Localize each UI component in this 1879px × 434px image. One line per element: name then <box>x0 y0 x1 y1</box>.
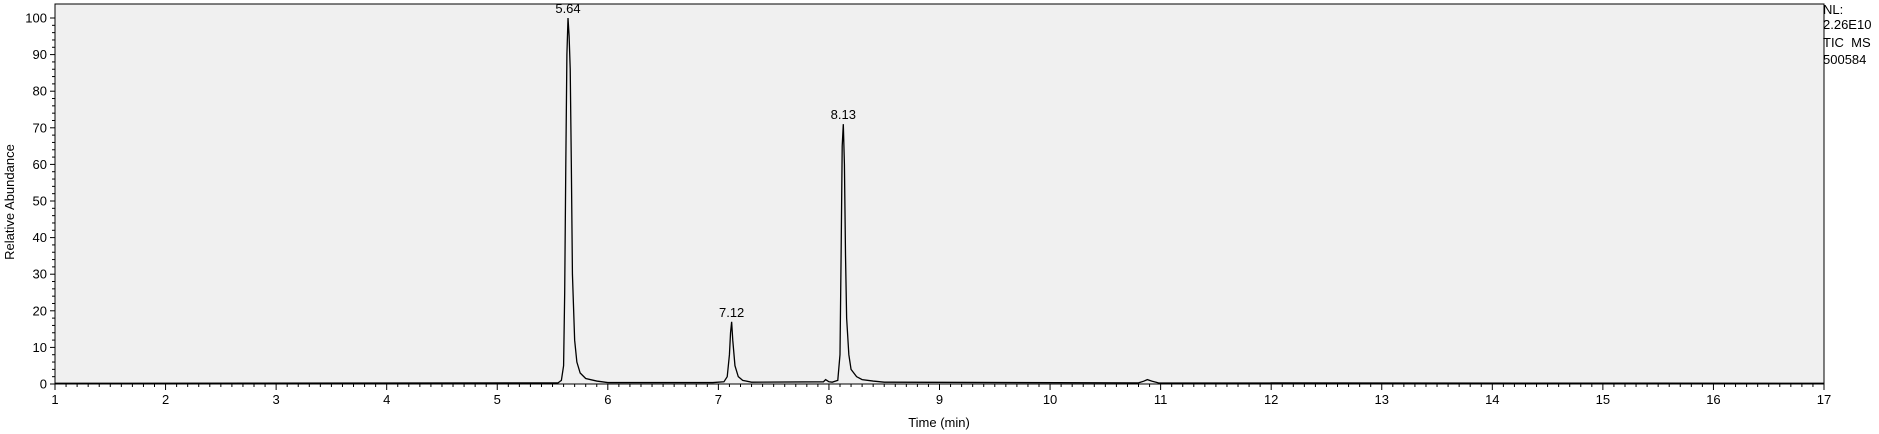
tic-trace-line <box>54 17 1825 384</box>
x-tick-label: 8 <box>825 392 832 407</box>
y-tick-label: 80 <box>33 84 47 99</box>
x-tick-label: 1 <box>51 392 58 407</box>
x-tick-label: 9 <box>936 392 943 407</box>
peak-label: 8.13 <box>831 107 856 122</box>
y-tick-label: 60 <box>33 157 47 172</box>
x-tick-label: 17 <box>1817 392 1831 407</box>
y-tick-label: 70 <box>33 120 47 135</box>
sample-id-label: 500584 <box>1823 52 1866 67</box>
y-axis-title: Relative Abundance <box>2 144 17 260</box>
y-tick-label: 50 <box>33 194 47 209</box>
y-axis-ticks: 0 10 20 30 40 50 60 70 80 90 100 <box>25 11 55 392</box>
nl-label: NL: <box>1823 2 1843 17</box>
x-tick-label: 6 <box>604 392 611 407</box>
x-axis-title: Time (min) <box>908 415 970 430</box>
y-tick-label: 20 <box>33 303 47 318</box>
x-tick-label: 7 <box>715 392 722 407</box>
x-tick-label: 5 <box>494 392 501 407</box>
nl-value: 2.26E10 <box>1823 17 1871 32</box>
peak-label: 5.64 <box>555 1 580 16</box>
y-tick-label: 0 <box>40 377 47 392</box>
x-tick-label: 13 <box>1375 392 1389 407</box>
y-tick-label: 30 <box>33 267 47 282</box>
y-tick-label: 40 <box>33 230 47 245</box>
plot-area <box>54 3 1825 385</box>
peak-annotations: 5.64 7.12 8.13 <box>555 1 856 320</box>
x-tick-label: 15 <box>1596 392 1610 407</box>
x-tick-label: 14 <box>1485 392 1499 407</box>
x-tick-label: 11 <box>1154 392 1168 407</box>
x-tick-label: 10 <box>1043 392 1057 407</box>
x-tick-label: 4 <box>383 392 390 407</box>
y-tick-label: 90 <box>33 47 47 62</box>
y-tick-label: 100 <box>25 11 47 26</box>
x-tick-label: 3 <box>273 392 280 407</box>
x-axis-ticks: 1 2 3 4 5 6 7 8 9 10 11 12 13 14 15 16 17 <box>51 384 1831 407</box>
x-tick-label: 2 <box>162 392 169 407</box>
peak-label: 7.12 <box>719 305 744 320</box>
x-tick-label: 12 <box>1264 392 1278 407</box>
trace-type-label: TIC MS <box>1823 35 1871 50</box>
x-tick-label: 16 <box>1706 392 1720 407</box>
y-tick-label: 10 <box>33 340 47 355</box>
